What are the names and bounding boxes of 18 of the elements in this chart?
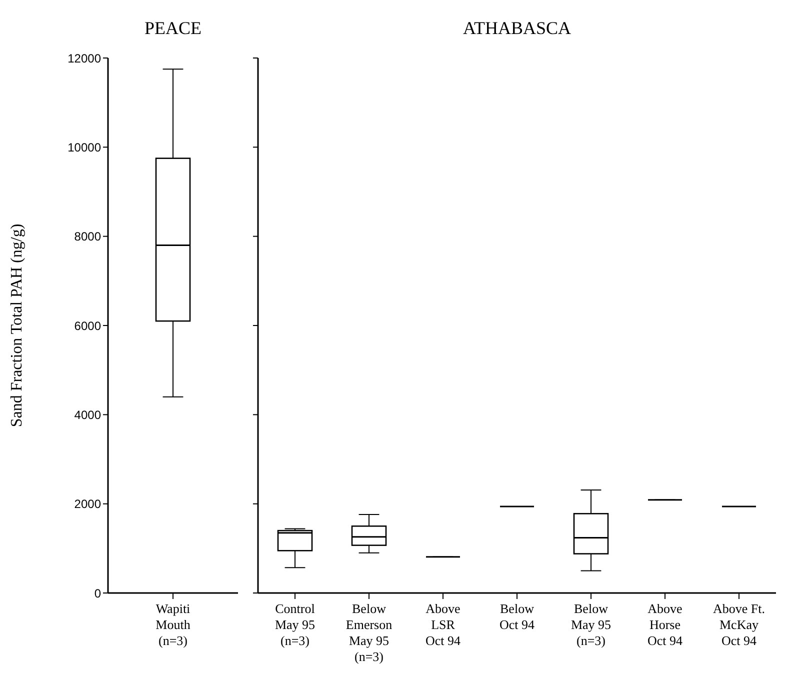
x-tick-label: Below Oct 94 — [499, 601, 536, 632]
y-tick-label: 8000 — [74, 230, 102, 244]
y-axis-title: Sand Fraction Total PAH (ng/g) — [8, 224, 26, 428]
y-tick-label: 4000 — [74, 408, 102, 422]
x-tick-label: Below Emerson May 95 (n=3) — [346, 601, 393, 664]
y-tick-label: 0 — [94, 586, 102, 600]
x-tick-label: Above Horse Oct 94 — [647, 601, 684, 648]
y-tick-label: 12000 — [68, 51, 102, 66]
y-tick-label: 2000 — [74, 497, 102, 512]
x-tick-label: Wapiti Mouth (n=3) — [156, 601, 191, 648]
y-tick-label: 10000 — [68, 140, 102, 154]
y-tick-label: 6000 — [74, 318, 102, 333]
x-tick-label: Above LSR Oct 94 — [425, 601, 462, 648]
x-tick-label: Below May 95 (n=3) — [570, 601, 612, 648]
x-tick-label: Control May 95 (n=3) — [274, 601, 316, 648]
x-tick-label: Above Ft. McKay Oct 94 — [713, 601, 765, 648]
chart-title: ATHABASCA — [462, 17, 572, 40]
chart-title: PEACE — [143, 17, 202, 40]
